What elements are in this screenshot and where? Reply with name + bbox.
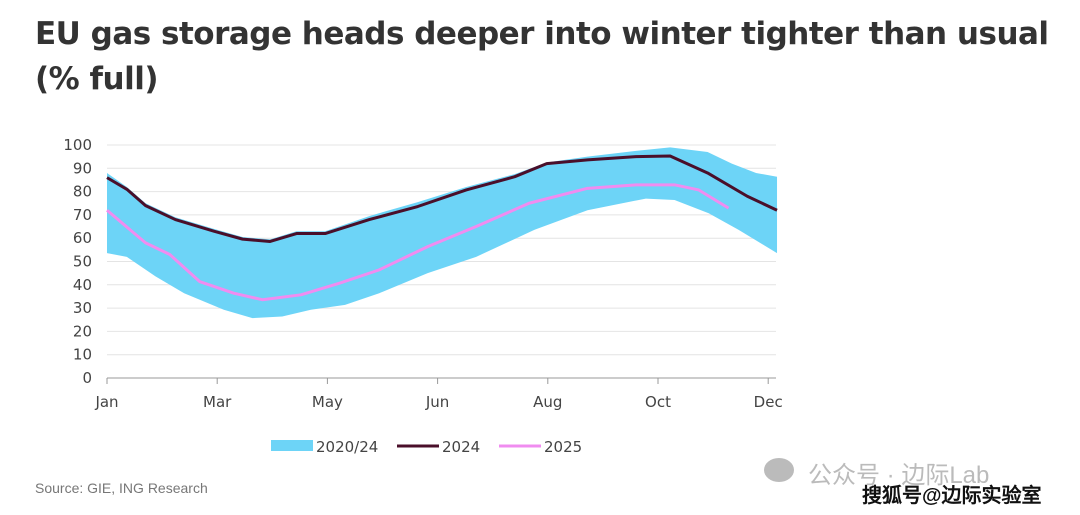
y-tick-label: 100	[63, 136, 92, 154]
band-2020-24	[107, 147, 778, 319]
x-tick-label: Mar	[203, 393, 232, 411]
y-tick-label: 0	[82, 369, 92, 387]
x-tick-label: Dec	[754, 393, 783, 411]
x-tick-label: Oct	[645, 393, 671, 411]
y-tick-label: 80	[73, 183, 92, 201]
legend-label: 2020/24	[316, 438, 378, 456]
y-tick-label: 30	[73, 299, 92, 317]
x-tick-label: Jan	[94, 393, 118, 411]
y-tick-label: 90	[73, 159, 92, 177]
x-tick-label: Jun	[425, 393, 449, 411]
legend-label: 2024	[442, 438, 480, 456]
series-line-2024	[106, 154, 778, 243]
y-tick-label: 60	[73, 229, 92, 247]
x-tick-label: Aug	[533, 393, 562, 411]
watermark: 公众号 · 边际Lab	[808, 462, 990, 489]
x-tick-label: May	[312, 393, 343, 411]
y-tick-label: 40	[73, 276, 92, 294]
legend-swatch-2020/24	[271, 440, 313, 451]
legend-label: 2025	[544, 438, 582, 456]
wechat-icon	[764, 458, 794, 482]
series-line-2025	[106, 183, 730, 302]
chart-title: EU gas storage heads deeper into winter …	[35, 16, 1049, 97]
y-tick-label: 50	[73, 253, 92, 271]
legend: 2020/24 2024 2025	[271, 438, 582, 456]
source-note: Source: GIE, ING Research	[35, 480, 208, 496]
y-tick-label: 20	[73, 322, 92, 340]
watermark: 搜狐号@边际实验室	[862, 485, 1042, 507]
y-tick-label: 10	[73, 346, 92, 364]
y-tick-label: 70	[73, 206, 92, 224]
